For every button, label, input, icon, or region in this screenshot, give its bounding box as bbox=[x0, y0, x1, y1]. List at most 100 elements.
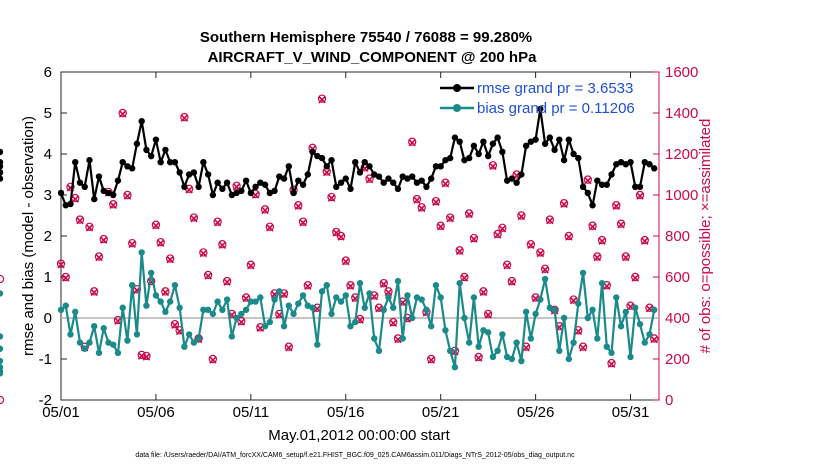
y-right-tick-label: 800 bbox=[665, 228, 690, 245]
obs-assimilated-point bbox=[346, 282, 355, 290]
obs-possible-point bbox=[597, 235, 607, 245]
bias-point bbox=[261, 323, 269, 330]
obs-possible-point bbox=[189, 213, 199, 222]
obs-possible-point bbox=[536, 248, 545, 257]
obs-assimilated-point bbox=[90, 288, 98, 297]
obs-assimilated-point bbox=[299, 218, 307, 227]
bias-point bbox=[157, 298, 164, 305]
obs-possible-point bbox=[650, 334, 659, 343]
rmse-point bbox=[290, 189, 297, 197]
bias-point bbox=[314, 341, 321, 348]
bias-point bbox=[333, 294, 340, 301]
bias-point bbox=[219, 306, 226, 313]
bias-point bbox=[337, 298, 345, 305]
bias-point bbox=[541, 275, 549, 283]
bias-point bbox=[494, 347, 501, 354]
x-tick-label: 05/16 bbox=[327, 404, 365, 421]
rmse-point bbox=[532, 136, 539, 143]
bias-point bbox=[228, 333, 236, 340]
legend-bias-marker bbox=[453, 104, 461, 112]
obs-possible-point bbox=[616, 219, 626, 228]
bias-point bbox=[110, 341, 117, 348]
obs-assimilated-point bbox=[152, 221, 160, 230]
obs-assimilated-point bbox=[546, 216, 554, 225]
bias-point bbox=[0, 368, 4, 375]
obs-assimilated-point bbox=[261, 206, 269, 215]
obs-possible-point bbox=[208, 354, 218, 364]
y-right-tick-label: 1000 bbox=[665, 187, 698, 204]
obs-possible-point bbox=[241, 293, 251, 302]
bias-point bbox=[214, 298, 221, 305]
bias-point bbox=[209, 310, 217, 318]
bias-point bbox=[0, 333, 4, 340]
bias-point bbox=[356, 279, 364, 287]
bias-point bbox=[385, 294, 392, 301]
obs-assimilated-point bbox=[536, 249, 545, 258]
obs-possible-point bbox=[564, 231, 574, 241]
rmse-point bbox=[0, 169, 4, 176]
obs-assimilated-point bbox=[612, 202, 621, 211]
bias-point bbox=[152, 292, 160, 299]
obs-possible-point bbox=[265, 222, 275, 231]
obs-possible-point bbox=[170, 319, 180, 329]
rmse-point bbox=[176, 169, 183, 176]
obs-possible-point bbox=[640, 235, 649, 245]
obs-assimilated-point bbox=[479, 288, 488, 297]
obs-possible-point bbox=[498, 223, 507, 232]
rmse-point bbox=[204, 171, 212, 178]
obs-assimilated-point bbox=[109, 201, 117, 210]
bias-point bbox=[242, 306, 250, 313]
obs-assimilated-point bbox=[323, 168, 331, 177]
bias-point bbox=[171, 282, 179, 289]
rmse-point bbox=[200, 159, 207, 166]
bias-point bbox=[81, 345, 88, 352]
rmse-point bbox=[508, 175, 516, 182]
obs-assimilated-point bbox=[446, 214, 454, 223]
bias-point bbox=[598, 279, 606, 287]
rmse-point bbox=[147, 152, 155, 160]
bias-point bbox=[290, 310, 297, 318]
obs-assimilated-point bbox=[584, 176, 592, 185]
bias-series bbox=[0, 249, 658, 377]
rmse-point bbox=[598, 181, 606, 188]
rmse-point bbox=[651, 165, 658, 172]
bias-point bbox=[641, 339, 648, 346]
rmse-point bbox=[57, 189, 65, 197]
bias-point bbox=[404, 292, 411, 299]
y-right-tick-label: 0 bbox=[665, 392, 673, 409]
obs-possible-point bbox=[90, 287, 99, 296]
obs-possible-point bbox=[488, 161, 498, 170]
obs-possible-point bbox=[0, 395, 5, 405]
rmse-point bbox=[484, 152, 492, 160]
obs-possible-point bbox=[327, 192, 336, 202]
y-right-tick-label: 1600 bbox=[665, 64, 698, 81]
bias-point bbox=[124, 337, 131, 344]
rmse-point bbox=[347, 185, 354, 193]
legend-rmse-label: rmse grand pr = 3.6533 bbox=[477, 80, 633, 97]
obs-assimilated-point bbox=[565, 233, 573, 241]
rmse-point bbox=[375, 173, 383, 180]
rmse-point bbox=[261, 181, 269, 188]
obs-assimilated-point bbox=[408, 138, 416, 147]
obs-assimilated-point bbox=[455, 247, 464, 256]
bias-point bbox=[579, 269, 587, 277]
bias-point bbox=[181, 343, 188, 350]
obs-assimilated-point bbox=[622, 253, 630, 262]
obs-possible-point bbox=[156, 237, 165, 247]
bias-point bbox=[575, 300, 582, 307]
bias-point bbox=[0, 345, 4, 352]
bias-point bbox=[0, 357, 4, 365]
obs-assimilated-point bbox=[541, 266, 549, 274]
rmse-point bbox=[0, 175, 4, 182]
obs-assimilated-point bbox=[474, 354, 483, 362]
obs-possible-point bbox=[526, 239, 536, 249]
y-left-tick-label: 6 bbox=[44, 64, 52, 81]
rmse-point bbox=[0, 163, 4, 170]
bias-point bbox=[166, 298, 174, 305]
obs-possible-point bbox=[94, 252, 104, 261]
bias-point bbox=[247, 298, 255, 305]
rmse-point bbox=[81, 183, 88, 190]
obs-possible-point bbox=[127, 238, 137, 248]
rmse-point bbox=[579, 183, 587, 190]
bias-point bbox=[76, 339, 84, 346]
